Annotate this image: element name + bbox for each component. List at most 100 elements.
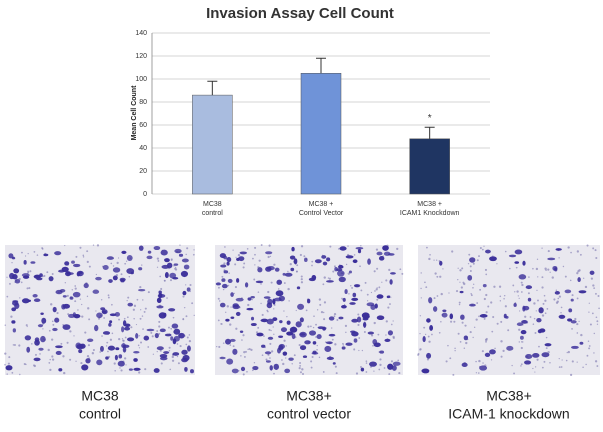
speck bbox=[260, 282, 262, 285]
speck bbox=[248, 347, 251, 351]
speck bbox=[189, 290, 191, 293]
speck bbox=[81, 303, 83, 306]
speck bbox=[267, 353, 270, 356]
speck bbox=[160, 362, 163, 365]
bar bbox=[409, 138, 450, 195]
speck bbox=[470, 294, 473, 297]
cell bbox=[54, 317, 60, 323]
speck bbox=[574, 317, 577, 321]
speck bbox=[273, 333, 275, 335]
speck bbox=[156, 351, 158, 353]
speck bbox=[125, 260, 128, 262]
speck bbox=[373, 321, 376, 325]
cell bbox=[37, 324, 44, 328]
cell bbox=[55, 345, 63, 349]
cell bbox=[96, 359, 103, 366]
speck bbox=[385, 334, 387, 336]
speck bbox=[333, 312, 337, 316]
cell bbox=[352, 292, 357, 298]
speck bbox=[31, 343, 33, 345]
speck bbox=[357, 323, 360, 327]
cell bbox=[250, 296, 255, 299]
speck bbox=[171, 359, 175, 362]
speck bbox=[429, 253, 431, 256]
speck bbox=[73, 335, 75, 337]
x-tick-label: Control Vector bbox=[299, 210, 344, 217]
cell bbox=[172, 352, 180, 356]
speck bbox=[51, 273, 54, 275]
speck bbox=[483, 245, 485, 247]
speck bbox=[322, 371, 325, 373]
speck bbox=[156, 330, 159, 332]
speck bbox=[343, 303, 346, 306]
cell bbox=[109, 313, 117, 317]
speck bbox=[426, 246, 428, 249]
speck bbox=[228, 272, 230, 274]
bar bbox=[300, 73, 342, 195]
speck bbox=[359, 265, 361, 268]
speck bbox=[182, 318, 185, 321]
speck bbox=[92, 244, 95, 246]
cell bbox=[133, 350, 140, 354]
speck bbox=[95, 273, 98, 276]
speck bbox=[449, 357, 452, 360]
speck bbox=[247, 348, 249, 351]
cell bbox=[558, 314, 566, 319]
speck bbox=[459, 341, 462, 343]
speck bbox=[157, 260, 160, 262]
cell bbox=[255, 280, 264, 284]
cell bbox=[568, 308, 573, 313]
speck bbox=[562, 265, 565, 268]
speck bbox=[316, 309, 319, 311]
speck bbox=[461, 321, 464, 324]
cell bbox=[485, 249, 491, 254]
speck bbox=[560, 366, 563, 368]
speck bbox=[564, 275, 567, 278]
panel-caption: MC38+ bbox=[286, 388, 332, 404]
cell bbox=[230, 316, 235, 319]
speck bbox=[18, 344, 21, 347]
speck bbox=[483, 317, 486, 320]
cell bbox=[326, 280, 334, 283]
cell bbox=[160, 249, 168, 256]
cell bbox=[146, 328, 155, 332]
cell bbox=[52, 306, 57, 313]
speck bbox=[177, 362, 180, 365]
cell bbox=[64, 261, 70, 266]
speck bbox=[243, 355, 246, 358]
cell bbox=[337, 270, 345, 277]
speck bbox=[242, 334, 245, 337]
cell bbox=[153, 368, 160, 373]
speck bbox=[315, 323, 317, 326]
speck bbox=[464, 324, 467, 327]
speck bbox=[52, 323, 55, 326]
speck bbox=[543, 294, 546, 297]
speck bbox=[296, 264, 299, 267]
speck bbox=[541, 366, 544, 369]
speck bbox=[151, 335, 154, 338]
speck bbox=[517, 295, 519, 297]
speck bbox=[312, 326, 315, 329]
cell bbox=[33, 298, 41, 302]
speck bbox=[101, 335, 103, 337]
cell bbox=[69, 296, 74, 300]
cell bbox=[221, 278, 226, 282]
cell bbox=[369, 361, 377, 367]
cell bbox=[571, 345, 579, 349]
speck bbox=[479, 288, 482, 291]
speck bbox=[269, 255, 272, 257]
speck bbox=[571, 360, 574, 363]
cell bbox=[513, 302, 517, 307]
cell bbox=[100, 345, 104, 352]
cell bbox=[190, 369, 194, 374]
cell bbox=[171, 323, 179, 329]
speck bbox=[66, 294, 69, 297]
speck bbox=[388, 268, 391, 271]
cell bbox=[508, 254, 517, 258]
speck bbox=[140, 309, 142, 311]
cell bbox=[62, 324, 71, 330]
cell bbox=[349, 302, 356, 305]
speck bbox=[107, 296, 110, 299]
cell bbox=[122, 320, 127, 327]
speck bbox=[485, 293, 488, 297]
